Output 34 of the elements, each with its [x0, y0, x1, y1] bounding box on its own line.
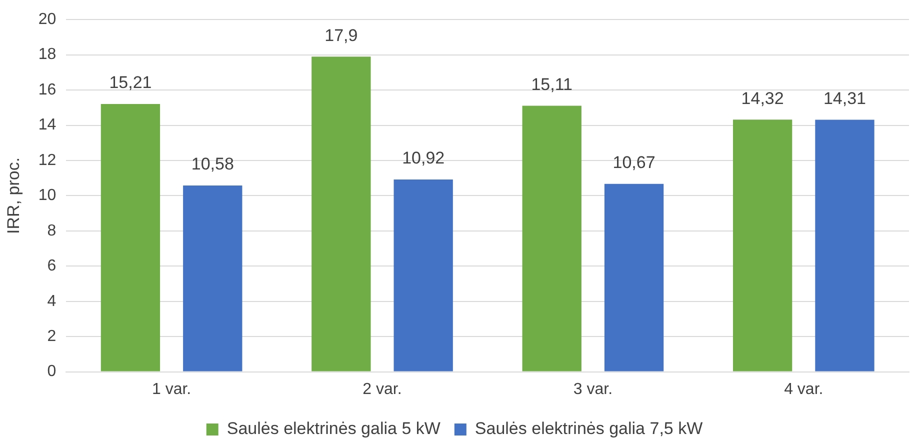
data-label: 10,67 — [612, 153, 656, 172]
y-tick-label: 18 — [38, 46, 56, 64]
bar — [100, 104, 160, 372]
y-tick-label: 12 — [38, 152, 56, 169]
x-tick-label: 2 var. — [362, 380, 402, 398]
data-label: 15,21 — [109, 73, 152, 92]
bar — [732, 120, 792, 372]
y-tick-label: 14 — [38, 116, 56, 134]
data-label: 14,32 — [741, 88, 784, 108]
x-tick-label: 1 var. — [152, 380, 192, 398]
bar — [394, 180, 453, 372]
bar — [183, 185, 242, 372]
y-tick-label: 10 — [38, 187, 56, 204]
data-label: 15,11 — [531, 74, 573, 94]
y-tick-label: 0 — [47, 363, 56, 380]
y-tick-label: 2 — [47, 328, 56, 345]
data-label: 10,58 — [191, 154, 234, 174]
y-tick-label: 8 — [47, 222, 56, 240]
bar — [604, 184, 664, 372]
data-label: 17,9 — [324, 26, 358, 45]
y-axis-title: IRR, proc. — [4, 157, 23, 234]
y-tick-label: 20 — [38, 11, 56, 28]
bar — [522, 106, 582, 372]
y-tick-label: 6 — [47, 258, 56, 275]
legend-label: Saulės elektrinės galia 7,5 kW — [474, 419, 703, 438]
x-tick-label: 4 var. — [784, 380, 824, 398]
legend-label: Saulės elektrinės galia 5 kW — [226, 419, 440, 438]
y-tick-label: 4 — [47, 292, 56, 310]
bar — [312, 56, 371, 372]
bar — [815, 120, 874, 372]
y-tick-label: 16 — [38, 81, 56, 98]
data-label: 14,31 — [823, 88, 866, 108]
data-label: 10,92 — [402, 148, 445, 168]
x-tick-label: 3 var. — [573, 380, 613, 398]
